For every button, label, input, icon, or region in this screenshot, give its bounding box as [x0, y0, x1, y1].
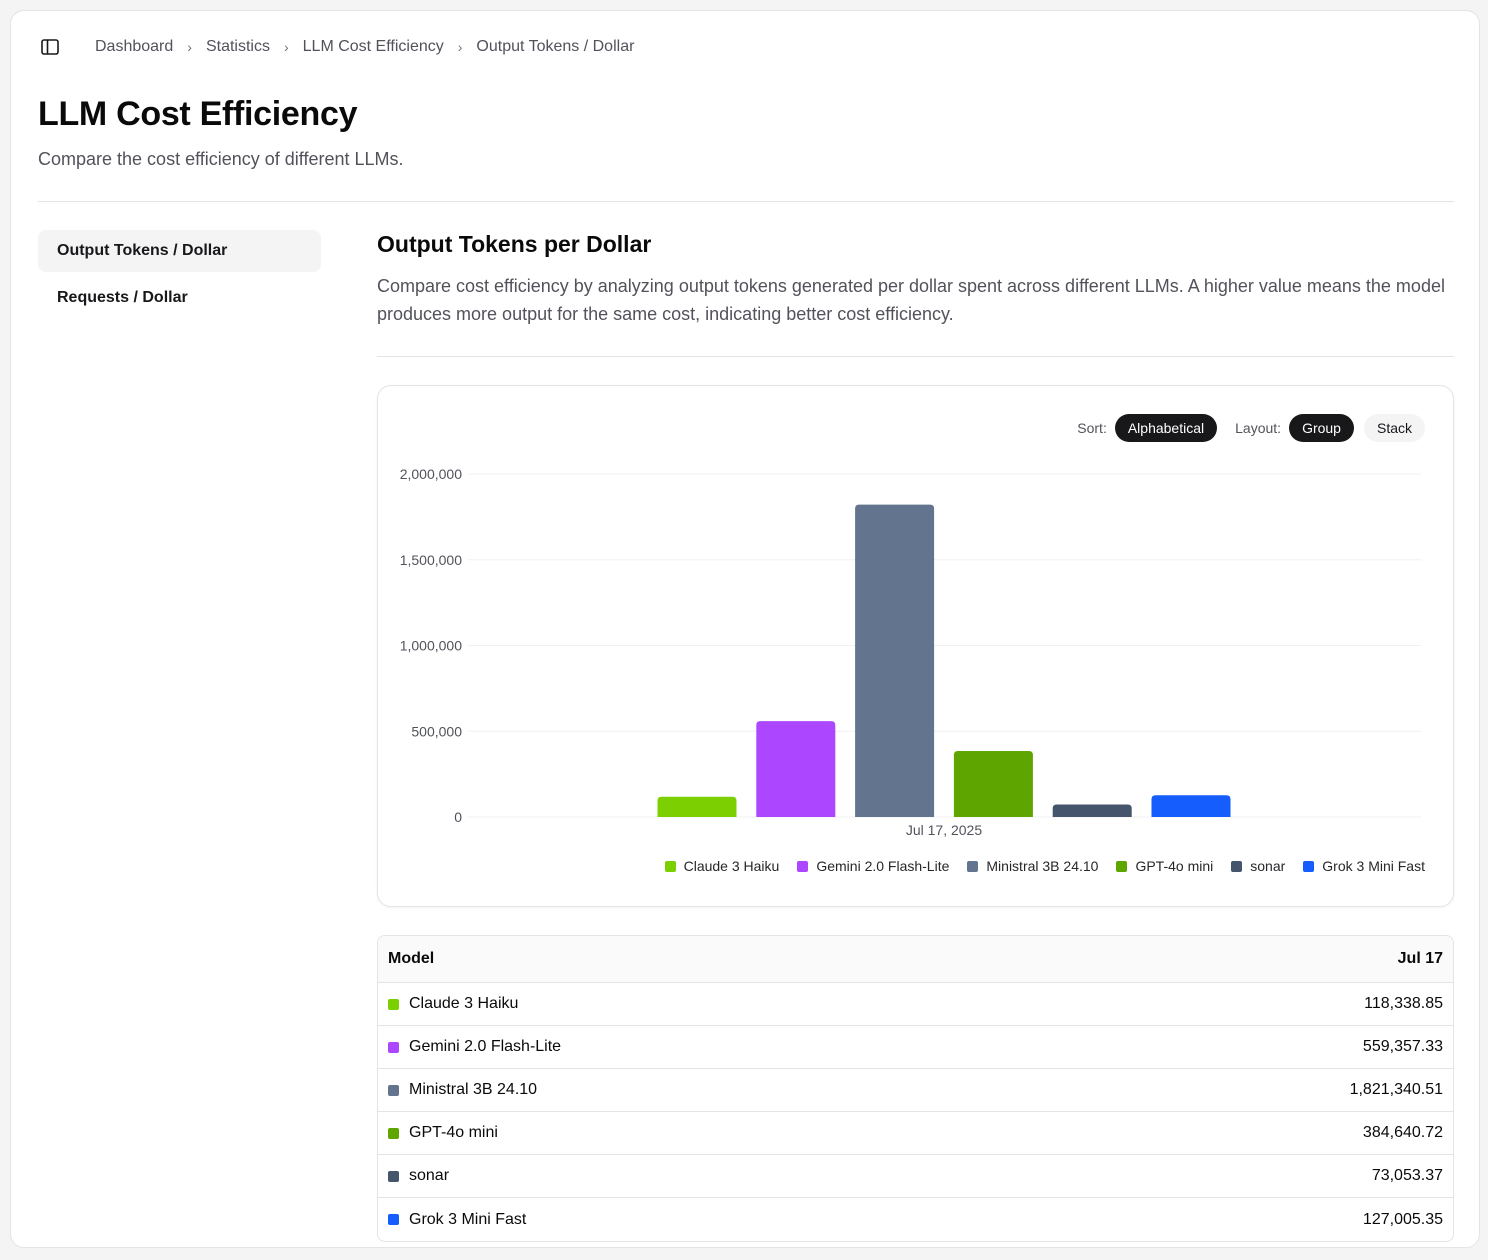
- divider: [377, 356, 1454, 357]
- data-table: Model Jul 17 Claude 3 Haiku 118,338.85 Gem…: [377, 935, 1454, 1242]
- y-tick-label: 1,000,000: [400, 638, 462, 654]
- x-tick-label: Jul 17, 2025: [906, 822, 982, 838]
- table-row: Ministral 3B 24.10 1,821,340.51: [378, 1069, 1453, 1112]
- column-header-model: Model: [388, 950, 435, 967]
- model-name: Claude 3 Haiku: [409, 995, 519, 1012]
- value-cell: 559,357.33: [1362, 1038, 1443, 1055]
- y-tick-label: 0: [454, 809, 462, 825]
- legend-item[interactable]: Claude 3 Haiku: [664, 858, 780, 874]
- y-tick-label: 500,000: [411, 723, 462, 739]
- model-color-swatch: [388, 998, 399, 1010]
- legend-item[interactable]: Grok 3 Mini Fast: [1303, 858, 1425, 874]
- chart-controls: Sort: Alphabetical Layout: Group Stack: [1077, 414, 1425, 442]
- bar-ministral-3b-24-10[interactable]: [855, 504, 935, 817]
- sidebar-toggle-icon[interactable]: [39, 36, 61, 58]
- bar-gemini-2-0-flash-lite[interactable]: [756, 721, 836, 817]
- breadcrumb-statistics[interactable]: Statistics: [205, 38, 270, 55]
- legend-label: Ministral 3B 24.10: [986, 858, 1099, 874]
- chevron-right-icon: ›: [187, 39, 192, 55]
- breadcrumb-dashboard[interactable]: Dashboard: [95, 38, 174, 55]
- divider: [38, 201, 1454, 202]
- y-tick-label: 1,500,000: [400, 552, 462, 568]
- table-row: Gemini 2.0 Flash-Lite 559,357.33: [378, 1026, 1453, 1069]
- model-name: sonar: [409, 1167, 450, 1184]
- legend-item[interactable]: Gemini 2.0 Flash-Lite: [797, 858, 949, 874]
- layout-stack-button[interactable]: Stack: [1363, 414, 1425, 442]
- breadcrumb-llm-cost-efficiency[interactable]: LLM Cost Efficiency: [302, 38, 444, 55]
- chevron-right-icon: ›: [283, 39, 289, 55]
- model-cell: sonar: [388, 1167, 449, 1185]
- sort-label: Sort:: [1077, 420, 1107, 436]
- layout-group-button[interactable]: Group: [1289, 414, 1354, 442]
- bar-sonar[interactable]: [1052, 804, 1132, 817]
- value-cell: 384,640.72: [1362, 1124, 1443, 1141]
- bar-grok-3-mini-fast[interactable]: [1151, 795, 1231, 817]
- nav-item-requests-per-dollar[interactable]: Requests / Dollar: [57, 289, 188, 306]
- model-color-swatch: [388, 1170, 399, 1182]
- model-cell: Ministral 3B 24.10: [388, 1081, 537, 1099]
- legend-swatch: [1231, 860, 1243, 872]
- y-tick-label: 2,000,000: [400, 466, 462, 482]
- table-row: Claude 3 Haiku 118,338.85: [378, 983, 1453, 1026]
- model-cell: GPT-4o mini: [388, 1124, 498, 1142]
- legend-item[interactable]: sonar: [1231, 858, 1285, 874]
- model-color-swatch: [388, 1214, 399, 1225]
- model-cell: Claude 3 Haiku: [388, 995, 518, 1013]
- legend-swatch: [797, 860, 809, 872]
- model-name: Ministral 3B 24.10: [409, 1081, 538, 1098]
- section-header: Output Tokens per Dollar Compare cost ef…: [377, 231, 1454, 357]
- legend-label: GPT-4o mini: [1135, 858, 1214, 874]
- model-cell: Grok 3 Mini Fast: [388, 1211, 526, 1229]
- chevron-right-icon: ›: [457, 39, 463, 55]
- chart-legend: Claude 3 Haiku Gemini 2.0 Flash-Lite Minis…: [647, 858, 1425, 874]
- side-nav: Output Tokens / Dollar Requests / Dollar: [38, 230, 321, 324]
- bar-claude-3-haiku[interactable]: [657, 796, 737, 817]
- value-cell: 73,053.37: [1371, 1167, 1443, 1184]
- legend-swatch: [664, 860, 676, 872]
- nav-item-output-tokens-per-dollar[interactable]: Output Tokens / Dollar: [38, 230, 321, 272]
- legend-swatch: [1303, 860, 1315, 872]
- page-container: Dashboard › Statistics › LLM Cost Effici…: [10, 10, 1480, 1248]
- value-cell: 1,821,340.51: [1349, 1081, 1443, 1098]
- section-title: Output Tokens per Dollar: [377, 231, 652, 257]
- model-name: Grok 3 Mini Fast: [409, 1210, 527, 1228]
- model-cell: Gemini 2.0 Flash-Lite: [388, 1038, 561, 1056]
- sort-alphabetical-button[interactable]: Alphabetical: [1114, 414, 1218, 442]
- page-title: LLM Cost Efficiency: [38, 95, 358, 133]
- page-subtitle: Compare the cost efficiency of different…: [38, 149, 404, 169]
- legend-item[interactable]: GPT-4o mini: [1116, 858, 1213, 874]
- column-header-date: Jul 17: [1397, 950, 1443, 967]
- table-row: Grok 3 Mini Fast 127,005.35: [378, 1198, 1453, 1241]
- bar-gpt-4o-mini[interactable]: [953, 751, 1033, 817]
- legend-label: Grok 3 Mini Fast: [1322, 858, 1425, 874]
- value-cell: 118,338.85: [1364, 995, 1443, 1012]
- section-description: Compare cost efficiency by analyzing out…: [377, 276, 1445, 324]
- top-bar: Dashboard › Statistics › LLM Cost Effici…: [11, 11, 1479, 83]
- chart-card: 2,000,000 1,500,000 1,000,000 500,000 0 Jul 1…: [377, 385, 1454, 907]
- model-name: Gemini 2.0 Flash-Lite: [409, 1038, 562, 1055]
- value-cell: 127,005.35: [1362, 1210, 1443, 1228]
- model-color-swatch: [388, 1127, 399, 1139]
- table-row: GPT-4o mini 384,640.72: [378, 1112, 1453, 1155]
- layout-label: Layout:: [1235, 420, 1282, 436]
- legend-label: Claude 3 Haiku: [683, 858, 780, 874]
- legend-swatch: [1116, 860, 1128, 872]
- breadcrumb-current: Output Tokens / Dollar: [476, 38, 635, 55]
- legend-item[interactable]: Ministral 3B 24.10: [967, 858, 1098, 874]
- breadcrumb: Dashboard › Statistics › LLM Cost Effici…: [95, 38, 634, 56]
- legend-label: sonar: [1250, 858, 1286, 874]
- legend-swatch: [967, 860, 979, 872]
- legend-label: Gemini 2.0 Flash-Lite: [816, 858, 950, 874]
- table-header: Model Jul 17: [378, 936, 1453, 983]
- model-color-swatch: [388, 1041, 399, 1053]
- model-color-swatch: [388, 1084, 399, 1096]
- model-name: GPT-4o mini: [409, 1124, 498, 1141]
- table-row: sonar 73,053.37: [378, 1155, 1453, 1198]
- table-body: Claude 3 Haiku 118,338.85 Gemini 2.0 Flash…: [378, 983, 1453, 1241]
- bar-chart: 2,000,000 1,500,000 1,000,000 500,000 0 Jul 1…: [400, 466, 1421, 838]
